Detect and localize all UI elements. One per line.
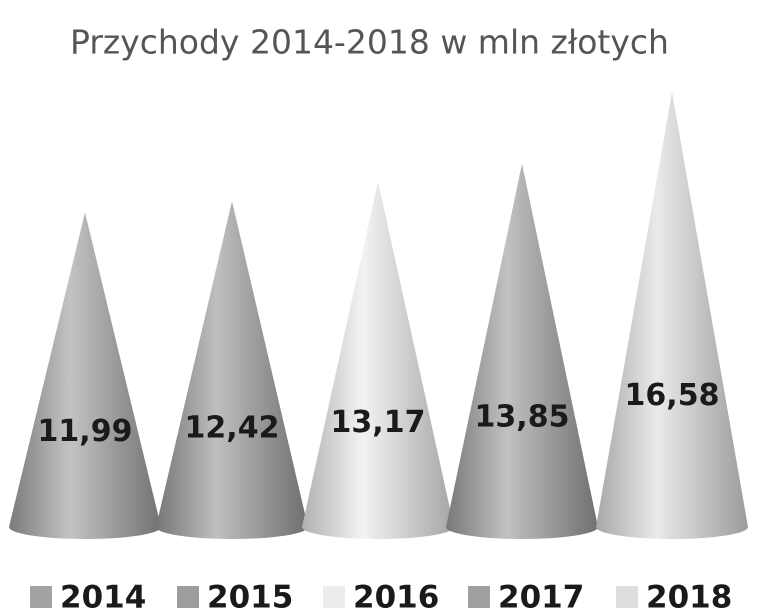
chart-title: Przychody 2014-2018 w mln złotych [70,23,669,62]
cone [302,181,454,539]
cone [446,163,598,539]
legend-swatch [323,586,345,608]
cone [9,212,161,539]
legend-label: 2015 [207,580,293,616]
legend-swatch [30,586,52,608]
legend-label: 2014 [60,580,146,616]
legend-swatch [468,586,490,608]
value-label: 13,17 [331,405,426,440]
value-label: 16,58 [625,378,720,413]
cone [596,92,748,539]
cone [156,201,308,539]
legend-swatch [616,586,638,608]
legend-label: 2016 [353,580,439,616]
legend-label: 2017 [498,580,584,616]
value-label: 11,99 [38,414,133,449]
legend-label: 2018 [646,580,732,616]
value-label: 12,42 [185,411,280,446]
legend-swatch [177,586,199,608]
value-label: 13,85 [475,399,570,434]
